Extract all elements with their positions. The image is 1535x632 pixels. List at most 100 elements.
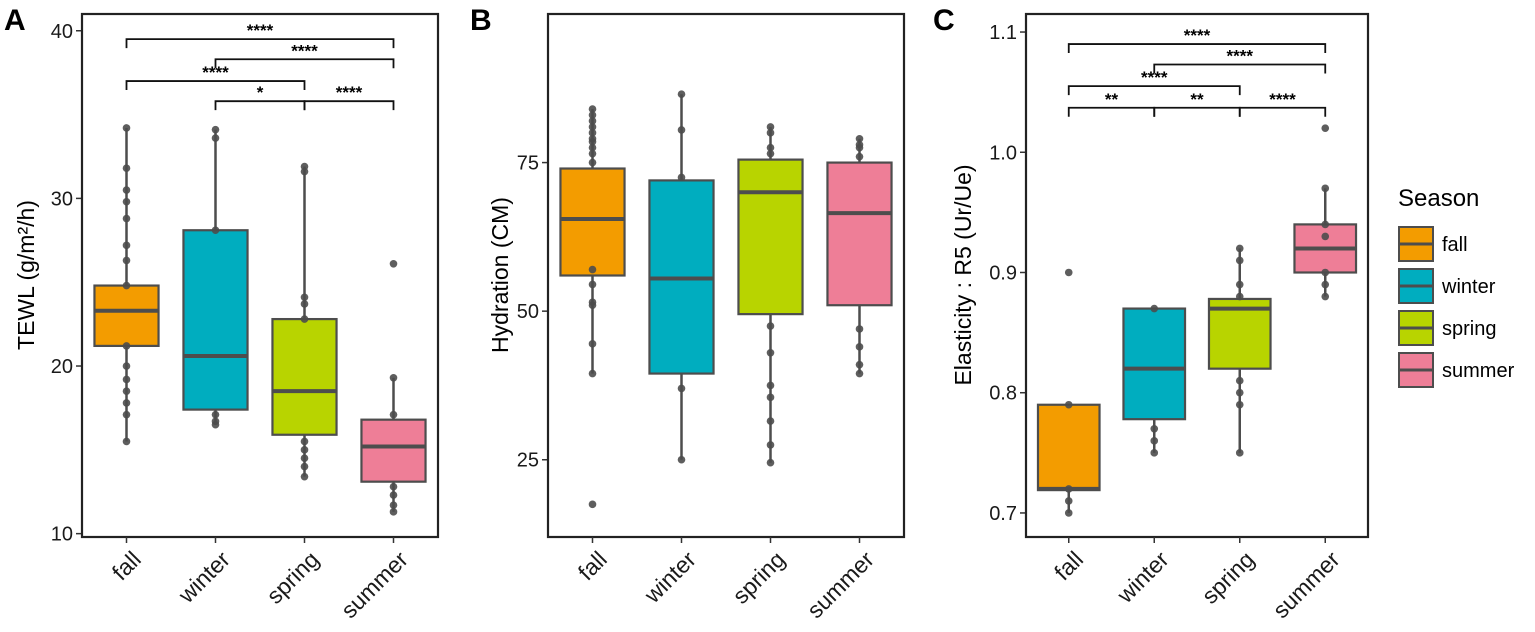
data-point [588, 117, 597, 125]
data-point [855, 360, 864, 369]
data-point [855, 152, 864, 161]
data-point [1321, 220, 1330, 229]
significance-label: **** [1184, 26, 1211, 45]
panel-label: C [933, 4, 955, 37]
y-tick-label: 0.7 [989, 503, 1017, 525]
significance-bracket [1153, 106, 1241, 117]
data-point [588, 143, 597, 152]
panel-label: A [4, 4, 26, 37]
data-point [122, 410, 131, 419]
data-point [1150, 437, 1159, 445]
panel-c-elasticity: C 0.7 0.8 0.9 1.0 1.1 Elasticity : R5 (Ur/Ue) *… [933, 4, 1370, 623]
box-winter [182, 229, 249, 411]
data-point [122, 387, 131, 395]
data-point [1235, 244, 1244, 253]
significance-bracket [125, 80, 306, 91]
legend-label-summer: summer [1442, 360, 1515, 382]
data-point [1235, 449, 1244, 457]
data-point [677, 126, 686, 134]
data-point [122, 375, 131, 384]
data-point [389, 482, 398, 491]
data-point [766, 129, 775, 137]
data-point [389, 491, 398, 499]
significance-label: **** [1269, 90, 1296, 109]
data-point [122, 437, 131, 446]
data-point [1064, 497, 1073, 505]
y-axis-title: TEWL (g/m²/h) [13, 200, 39, 350]
x-tick-label: fall [1049, 546, 1088, 585]
data-point [766, 441, 775, 449]
data-point [389, 410, 398, 419]
y-axis-title: Elasticity : R5 (Ur/Ue) [950, 164, 976, 385]
data-point [588, 280, 597, 289]
panel-frame [80, 12, 440, 539]
data-point [1321, 268, 1330, 277]
significance-label: **** [336, 83, 363, 102]
y-tick-label: 1.1 [989, 22, 1017, 44]
data-point [855, 325, 864, 333]
data-point [122, 197, 131, 206]
data-point [122, 186, 131, 194]
x-tick-label: winter [1111, 546, 1174, 609]
box-spring [737, 158, 804, 316]
y-tick-label: 75 [517, 153, 539, 175]
y-tick-label: 10 [51, 524, 73, 546]
data-point [1150, 304, 1159, 313]
box-summer [360, 418, 427, 483]
significance-bracket [214, 58, 395, 69]
significance-label: ** [1105, 90, 1119, 109]
significance-bracket [1067, 85, 1241, 96]
data-point [1064, 268, 1073, 277]
x-tick-label: winter [172, 546, 235, 609]
legend: Season fall winter spring summer [1398, 185, 1515, 388]
data-point [389, 259, 398, 268]
box-spring [1207, 297, 1272, 370]
data-point [211, 125, 220, 134]
data-point [855, 369, 864, 378]
y-tick-label: 0.8 [989, 383, 1017, 405]
x-tick-label: winter [638, 546, 701, 609]
data-point [1321, 124, 1330, 133]
panel-frame [1024, 12, 1370, 539]
data-point [766, 143, 775, 152]
y-tick-label: 20 [51, 356, 73, 378]
x-tick-label: summer [802, 546, 879, 623]
y-tick-label: 0.9 [989, 262, 1017, 284]
data-point [300, 472, 309, 481]
data-point [122, 241, 131, 250]
data-point [1235, 388, 1244, 397]
data-point [1235, 280, 1244, 289]
significance-label: **** [291, 41, 318, 60]
data-point [1235, 292, 1244, 301]
legend-label-spring: spring [1442, 318, 1496, 340]
data-point [1321, 232, 1330, 241]
data-point [588, 129, 597, 137]
data-point [211, 410, 220, 419]
legend-label-winter: winter [1441, 276, 1496, 298]
significance-bracket [1067, 106, 1156, 117]
legend-title: Season [1398, 185, 1479, 212]
data-point [122, 164, 131, 173]
data-point [677, 173, 686, 182]
data-point [300, 167, 309, 176]
data-point [1235, 256, 1244, 265]
data-point [122, 256, 131, 265]
y-tick-label: 1.0 [989, 142, 1017, 164]
data-point [1064, 400, 1073, 409]
significance-bracket [214, 100, 306, 111]
x-tick-label: spring [261, 546, 324, 609]
significance-label: * [257, 83, 264, 102]
data-point [122, 124, 131, 132]
data-point [588, 158, 597, 167]
x-tick-label: summer [1268, 546, 1345, 623]
box-fall [93, 284, 160, 348]
data-point [588, 369, 597, 378]
box-summer [826, 161, 893, 307]
data-point [300, 462, 309, 471]
significance-label: **** [202, 63, 229, 82]
data-point [588, 500, 597, 509]
significance-bracket [125, 38, 395, 49]
x-tick-label: spring [727, 546, 790, 609]
significance-bracket [1238, 106, 1327, 117]
